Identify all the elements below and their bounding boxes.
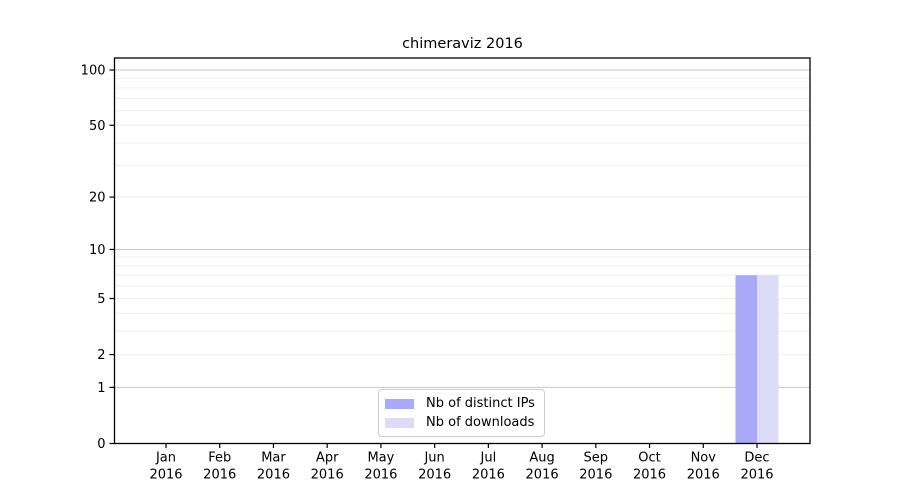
x-tick-label: Aug 2016 <box>526 451 559 483</box>
y-tick-label: 1 <box>97 381 105 396</box>
y-tick-label: 0 <box>97 437 105 452</box>
x-tick-label: Apr 2016 <box>311 451 344 483</box>
bar-dec-series1 <box>757 275 779 444</box>
legend-entry-downloads: Nb of downloads <box>385 415 544 430</box>
y-tick-label: 5 <box>97 292 105 307</box>
chart-title: chimeraviz 2016 <box>402 36 523 52</box>
legend-swatch-downloads <box>385 417 414 428</box>
x-tick-label: Dec 2016 <box>740 451 773 483</box>
x-tick-label: Jul 2016 <box>472 451 505 483</box>
x-tick-label: Nov 2016 <box>687 451 720 483</box>
x-tick-label: Mar 2016 <box>257 451 290 483</box>
plot-frame <box>113 57 811 445</box>
legend-label-distinct-ips: Nb of distinct IPs <box>426 396 535 411</box>
bar-dec-series0 <box>735 275 757 444</box>
x-tick-label: May 2016 <box>364 451 397 483</box>
legend-swatch-distinct-ips <box>385 398 414 409</box>
x-tick-label: Jun 2016 <box>418 451 451 483</box>
legend: Nb of distinct IPs Nb of downloads <box>378 389 545 437</box>
y-tick-label: 2 <box>97 348 105 363</box>
legend-label-downloads: Nb of downloads <box>426 415 535 430</box>
y-tick-label: 20 <box>89 191 106 206</box>
x-tick-label: Sep 2016 <box>579 451 612 483</box>
x-tick-label: Jan 2016 <box>149 451 182 483</box>
x-tick-label: Oct 2016 <box>633 451 666 483</box>
y-tick-label: 50 <box>89 119 106 134</box>
x-tick-label: Feb 2016 <box>203 451 236 483</box>
y-tick-label: 10 <box>89 243 106 258</box>
legend-entry-distinct-ips: Nb of distinct IPs <box>385 396 544 411</box>
y-tick-label: 100 <box>81 64 106 79</box>
